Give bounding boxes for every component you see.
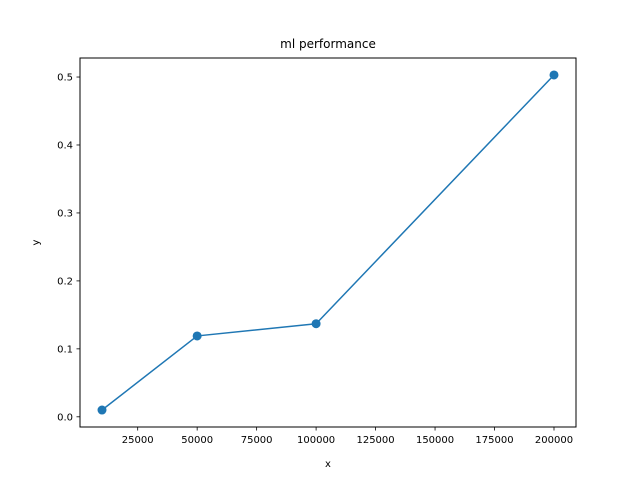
plot-frame: [79, 57, 577, 428]
series-line: [101, 74, 555, 411]
chart-title: ml performance: [280, 37, 376, 51]
y-tick-label: 0.2: [57, 276, 73, 287]
x-tick-label: 100000: [297, 435, 335, 446]
x-tick-label: 75000: [241, 435, 273, 446]
y-tick-label: 0.5: [57, 73, 73, 84]
data-point: [549, 70, 559, 80]
y-tick-label: 0.0: [57, 412, 73, 423]
x-axis-label: x: [325, 459, 331, 470]
x-tick-label: 150000: [416, 435, 454, 446]
y-tick-label: 0.3: [57, 209, 73, 220]
series-layer: [97, 70, 559, 415]
x-tick-label: 175000: [475, 435, 513, 446]
x-tick-label: 125000: [356, 435, 394, 446]
x-axis-ticks: 25000 50000 75000 100000 125000 150000 175000 2…: [122, 427, 573, 446]
x-tick-label: 200000: [535, 435, 573, 446]
x-tick-label: 25000: [122, 435, 154, 446]
y-axis-ticks: 0.0 0.1 0.2 0.3 0.4 0.5: [57, 73, 80, 423]
y-tick-label: 0.1: [57, 344, 73, 355]
data-point: [97, 405, 107, 415]
y-axis-label: y: [31, 239, 42, 245]
data-point: [192, 331, 202, 341]
data-point: [311, 319, 321, 329]
x-tick-label: 50000: [181, 435, 213, 446]
plot-area: [80, 58, 576, 427]
y-tick-label: 0.4: [57, 141, 73, 152]
